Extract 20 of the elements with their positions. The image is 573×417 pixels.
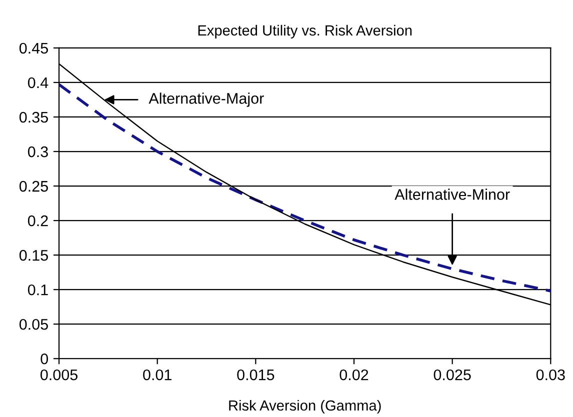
annotation: Alternative-Minor	[394, 188, 510, 200]
y-tick-label: 0.25	[19, 180, 48, 192]
x-tick-label: 0.03	[536, 369, 565, 380]
annotation: Alternative-Major	[148, 92, 264, 107]
x-tick-label: 0.005	[40, 369, 78, 380]
y-tick-label: 0.1	[28, 284, 48, 296]
x-tick-label: 0.02	[340, 369, 368, 380]
x-tick-label: 0.015	[237, 369, 274, 380]
y-tick-label: 0.35	[19, 112, 48, 123]
y-tick-label: 0.4	[28, 77, 48, 88]
x-tick-label: 0.01	[143, 369, 172, 380]
y-tick-label: 0.2	[28, 215, 48, 226]
x-axis-title: Risk Aversion (Gamma)	[229, 400, 381, 414]
y-tick-label: 0.15	[19, 250, 48, 261]
y-tick-label: 0.3	[28, 146, 48, 158]
x-tick-label: 0.025	[434, 369, 471, 380]
y-tick-label: 0.45	[19, 42, 48, 54]
chart-title: Expected Utility vs. Risk Aversion	[198, 24, 412, 38]
y-tick-label: 0.05	[19, 318, 48, 330]
y-tick-label: 0	[40, 353, 48, 364]
